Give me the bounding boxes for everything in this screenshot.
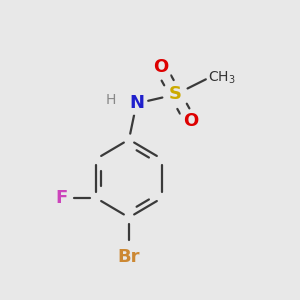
Text: F: F	[56, 189, 68, 207]
Text: H: H	[106, 93, 116, 106]
Text: Br: Br	[118, 248, 140, 266]
Text: O: O	[153, 58, 168, 76]
Text: $\mathregular{CH_3}$: $\mathregular{CH_3}$	[208, 70, 236, 86]
Text: S: S	[169, 85, 182, 103]
Text: N: N	[129, 94, 144, 112]
Text: O: O	[183, 112, 198, 130]
